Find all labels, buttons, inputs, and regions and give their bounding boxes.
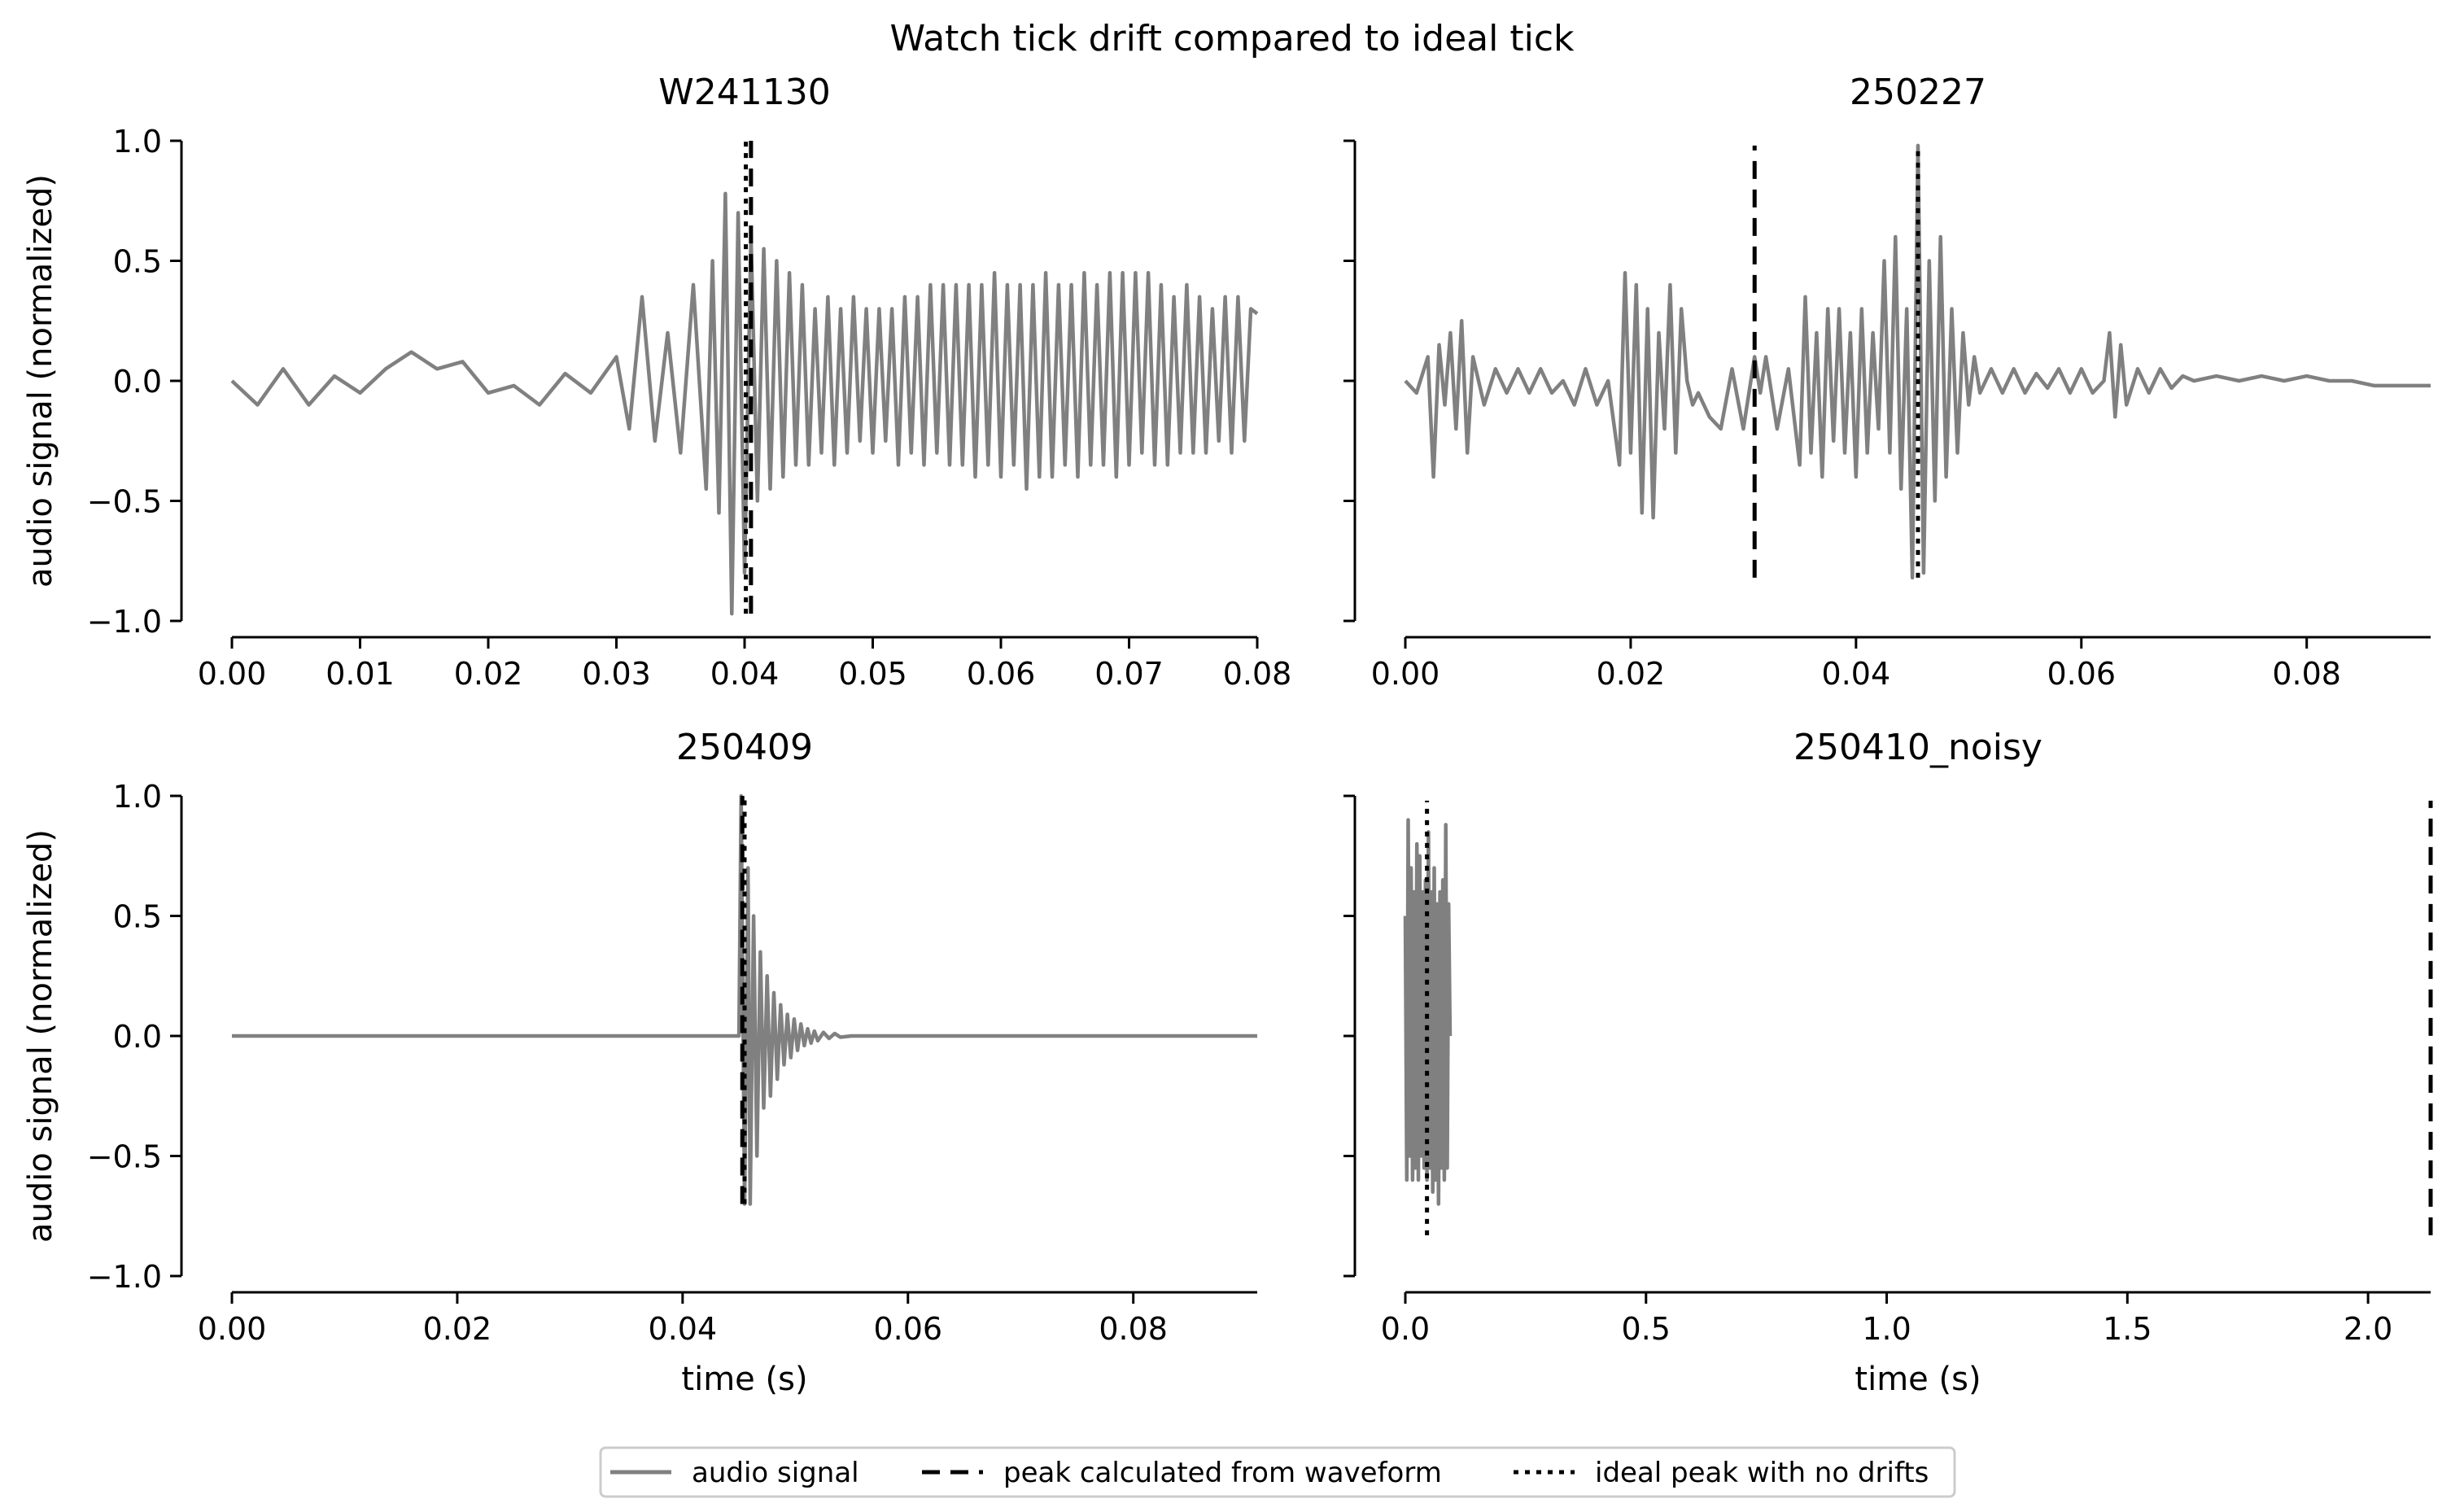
x-tick-label: 0.01	[325, 656, 395, 692]
subplot-title: W241130	[658, 72, 830, 113]
subplot-title: 250227	[1850, 72, 1986, 113]
subplot-1: W241130 −1.0 −0.5 0.0 0.5 1.0 0.00 0.01 0.02 0.03…	[22, 72, 1291, 692]
x-tick-label: 0.0	[1381, 1311, 1430, 1347]
x-tick-label: 0.00	[1371, 656, 1440, 692]
subplot-title: 250410_noisy	[1793, 727, 2042, 768]
subplot-2: 250227 0.00 0.02 0.04 0.06 0.08	[1343, 72, 2431, 692]
x-tick-label: 1.5	[2103, 1311, 2152, 1347]
x-tick-label: 0.08	[1223, 656, 1292, 692]
legend-label: peak calculated from waveform	[1003, 1457, 1442, 1489]
y-tick-label: 0.5	[113, 244, 162, 280]
legend: audio signal peak calculated from wavefor…	[599, 1446, 1956, 1498]
x-tick-label: 0.00	[198, 1311, 267, 1347]
audio-signal-line	[232, 793, 1257, 1206]
subplot-4: 250410_noisy 0.0 0.5 1.0 1.5 2.0 time (s)	[1343, 727, 2433, 1398]
x-tick-label: 0.04	[1822, 656, 1891, 692]
x-tick-label: 1.0	[1862, 1311, 1911, 1347]
legend-label: audio signal	[692, 1457, 859, 1489]
x-tick-label: 0.06	[967, 656, 1036, 692]
subplot-grid: W241130 −1.0 −0.5 0.0 0.5 1.0 0.00 0.01 0.02 0.03…	[22, 72, 2433, 1398]
x-tick-label: 0.04	[710, 656, 780, 692]
x-tick-label: 0.03	[582, 656, 651, 692]
audio-signal-line	[1404, 143, 2431, 580]
legend-frame	[599, 1446, 1956, 1498]
x-tick-label: 0.06	[2047, 656, 2116, 692]
x-tick-label: 2.0	[2344, 1311, 2392, 1347]
y-tick-label: 1.0	[113, 779, 162, 815]
x-tick-label: 0.00	[198, 656, 267, 692]
y-tick-label: −0.5	[87, 1139, 162, 1175]
figure-suptitle: Watch tick drift compared to ideal tick	[890, 18, 1575, 59]
y-tick-label: 1.0	[113, 124, 162, 160]
x-tick-label: 0.02	[423, 1311, 492, 1347]
y-tick-label: 0.0	[113, 364, 162, 400]
x-tick-label: 0.5	[1622, 1311, 1671, 1347]
y-tick-label: 0.5	[113, 899, 162, 935]
x-tick-label: 0.05	[838, 656, 907, 692]
x-tick-label: 0.08	[1099, 1311, 1168, 1347]
x-tick-label: 0.07	[1094, 656, 1164, 692]
audio-signal-line	[230, 191, 1259, 616]
legend-label: ideal peak with no drifts	[1595, 1457, 1929, 1489]
y-tick-label: −1.0	[87, 1259, 162, 1295]
x-axis-label: time (s)	[681, 1361, 807, 1398]
y-tick-label: −0.5	[87, 484, 162, 520]
x-axis-label: time (s)	[1855, 1361, 1981, 1398]
x-tick-label: 0.06	[873, 1311, 942, 1347]
y-tick-label: −1.0	[87, 604, 162, 640]
y-tick-label: 0.0	[113, 1019, 162, 1055]
subplot-3: 250409 −1.0 −0.5 0.0 0.5 1.0 0.00 0.02 0.04 0.06 0…	[22, 727, 1257, 1398]
subplot-title: 250409	[676, 727, 813, 768]
x-tick-label: 0.02	[1597, 656, 1666, 692]
x-tick-label: 0.08	[2272, 656, 2341, 692]
x-tick-label: 0.04	[649, 1311, 718, 1347]
y-axis-label: audio signal (normalized)	[22, 829, 59, 1243]
x-tick-label: 0.02	[454, 656, 523, 692]
y-axis-label: audio signal (normalized)	[22, 174, 59, 588]
